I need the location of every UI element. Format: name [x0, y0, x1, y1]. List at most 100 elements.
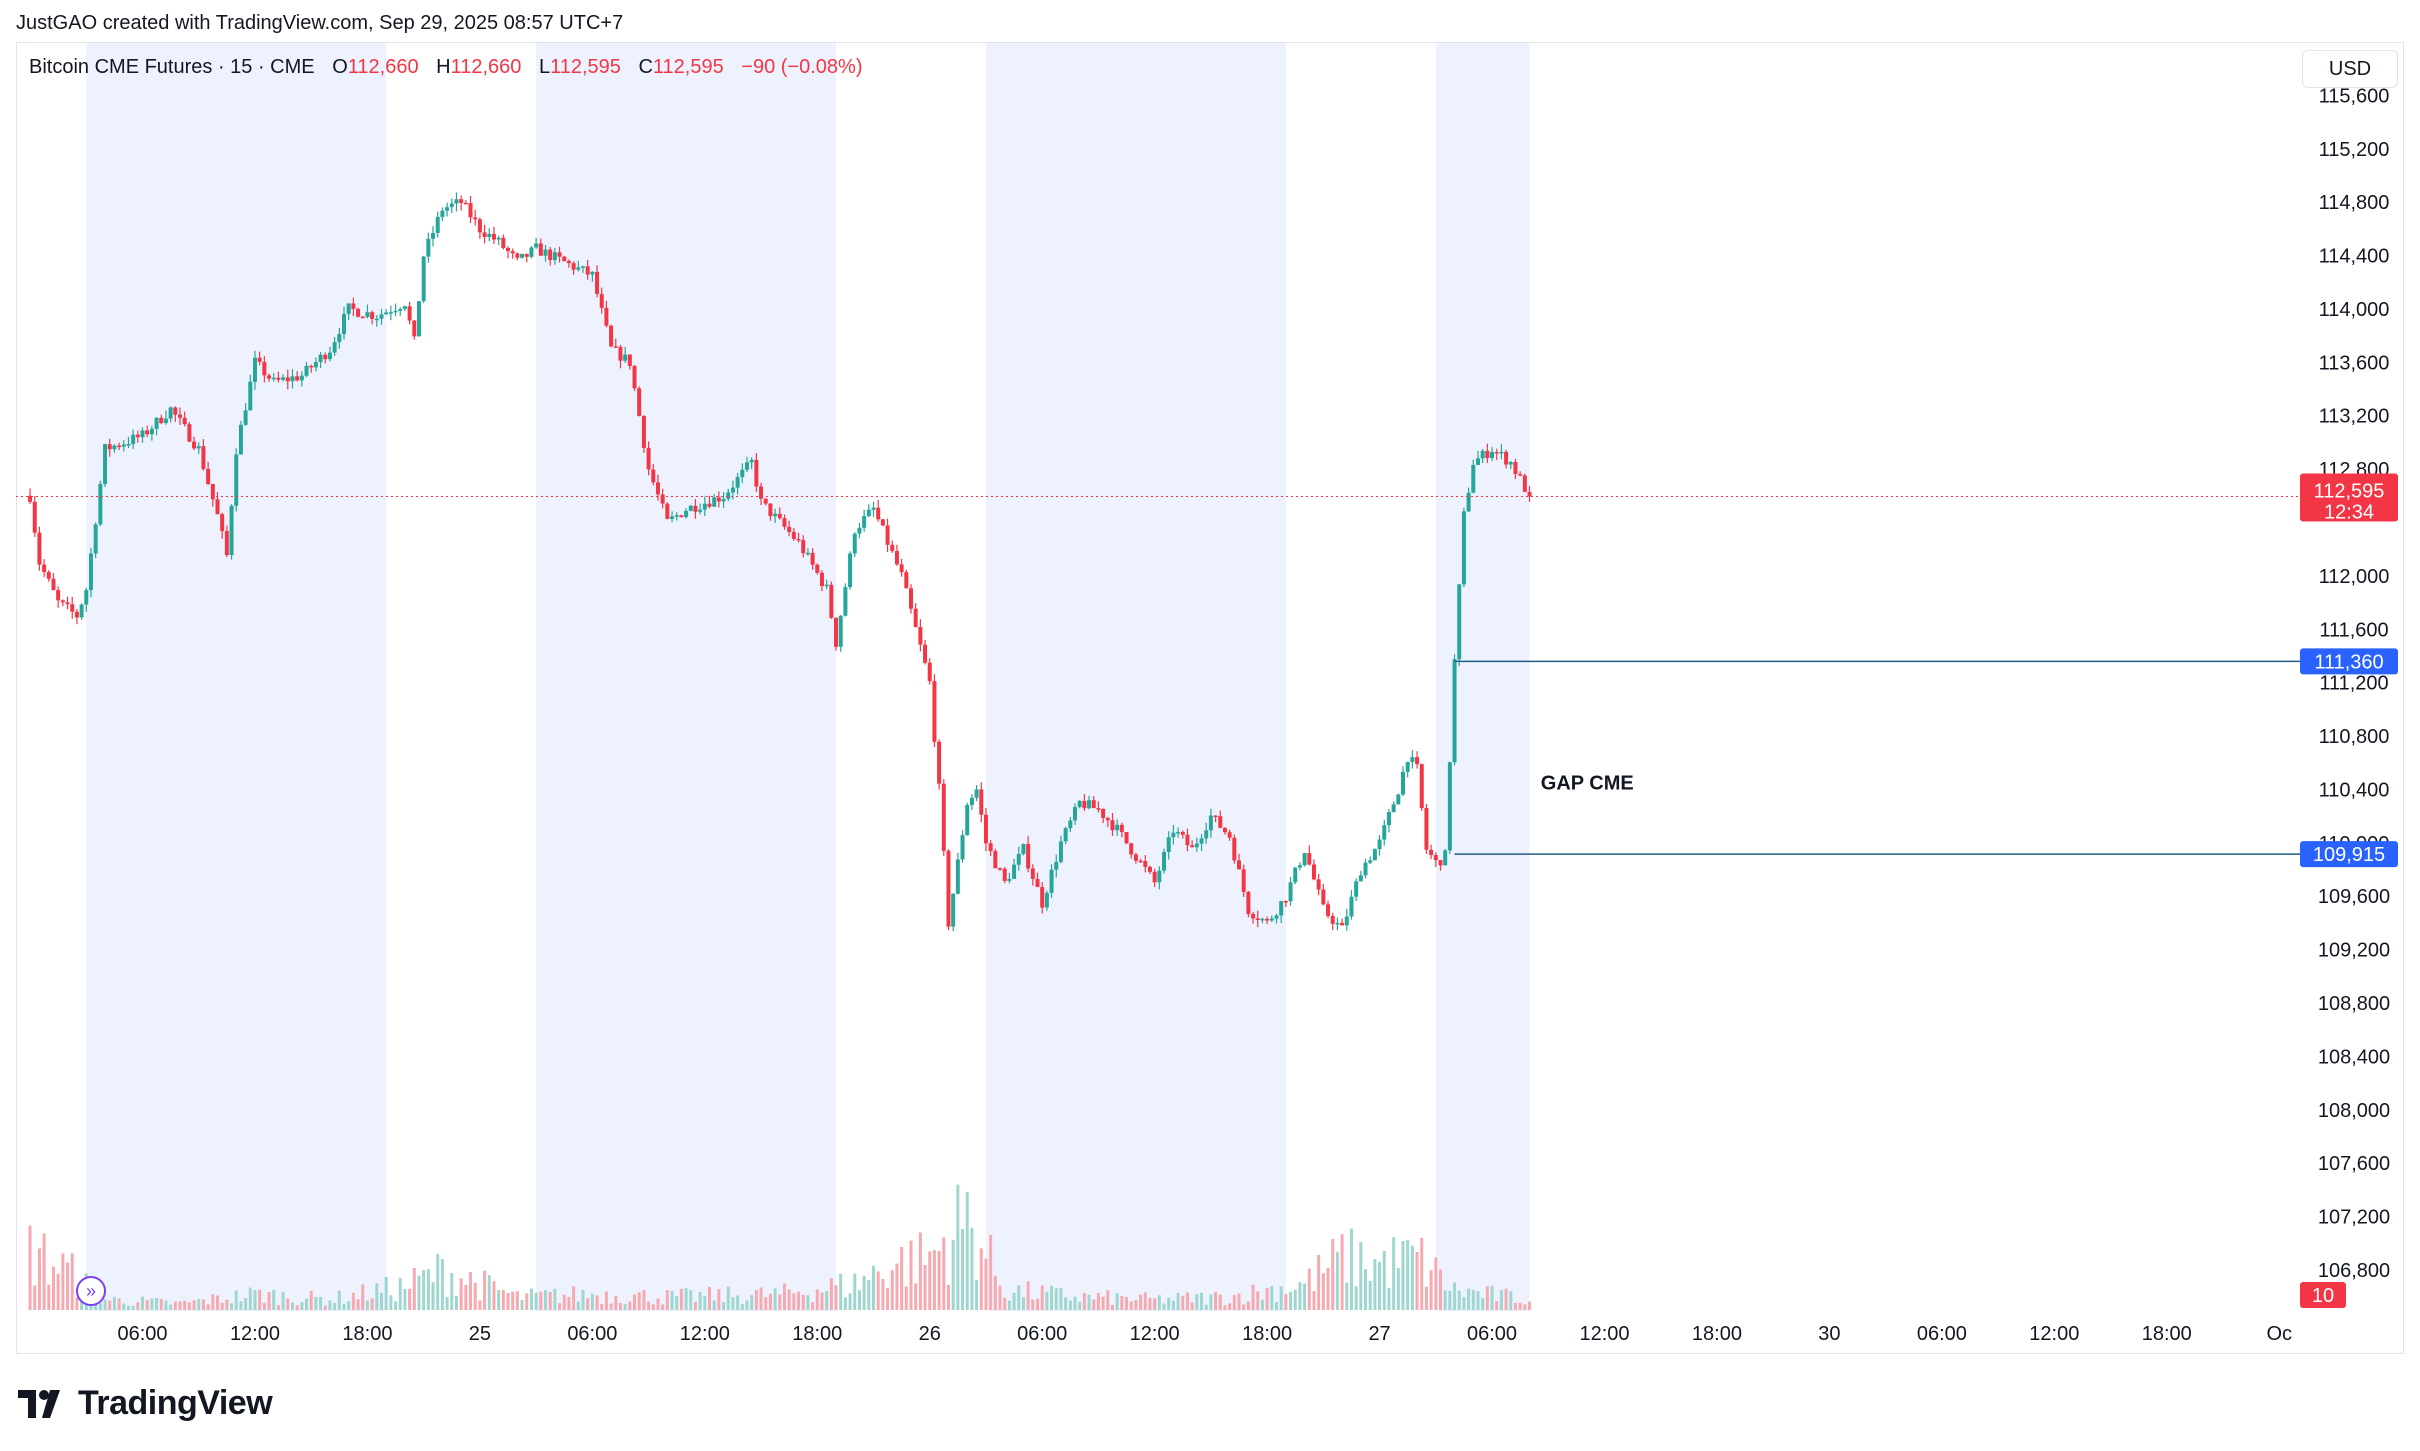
volume-bar	[333, 1303, 337, 1310]
volume-bar	[1265, 1288, 1269, 1310]
volume-bar	[211, 1294, 215, 1310]
volume-bar	[946, 1284, 950, 1310]
volume-bar	[904, 1286, 908, 1310]
candle-body	[1316, 879, 1321, 890]
tradingview-logo[interactable]: TradingView	[18, 1384, 273, 1423]
volume-bar	[412, 1267, 416, 1310]
change-value: −90 (−0.08%)	[741, 56, 863, 78]
y-tick-label: 114,000	[2319, 299, 2390, 321]
candle-body	[1082, 800, 1087, 809]
x-tick-label: Oc	[2266, 1323, 2292, 1345]
candle-body	[506, 248, 511, 252]
volume-bar	[970, 1227, 974, 1310]
candle-body	[871, 507, 876, 510]
volume-bar	[183, 1300, 187, 1310]
volume-bar	[1007, 1300, 1011, 1310]
volume-bar	[1092, 1299, 1096, 1310]
session-shade	[985, 43, 1286, 1311]
volume-bar	[192, 1300, 196, 1310]
candle-body	[787, 526, 792, 533]
volume-bar	[1509, 1291, 1513, 1310]
volume-bar	[792, 1293, 796, 1310]
candle-body	[1063, 828, 1068, 842]
candle-body	[332, 342, 337, 353]
x-tick-label: 12:00	[2029, 1323, 2079, 1345]
candle-body	[1152, 871, 1157, 883]
candle-body	[412, 320, 417, 337]
high-label: H	[436, 56, 451, 78]
volume-bar	[843, 1297, 847, 1310]
volume-bar	[1378, 1262, 1382, 1310]
candle-body	[79, 604, 84, 618]
volume-bar	[1284, 1294, 1288, 1310]
candle-body	[1077, 800, 1082, 807]
volume-bar	[103, 1299, 107, 1310]
volume-bar	[1115, 1293, 1119, 1310]
volume-bar	[862, 1275, 866, 1310]
candle-body	[918, 626, 923, 645]
candle-body	[693, 505, 698, 512]
candle-body	[252, 357, 257, 382]
candle-body	[1105, 817, 1110, 821]
y-tick-label: 109,200	[2318, 940, 2390, 962]
volume-bar	[66, 1262, 70, 1310]
volume-bar	[155, 1298, 159, 1310]
candle-body	[28, 495, 33, 502]
volume-bar	[159, 1299, 163, 1310]
candle-body	[721, 498, 726, 502]
candle-body	[1447, 762, 1452, 851]
candle-body	[281, 377, 286, 380]
candle-body	[1222, 827, 1227, 833]
volume-bar	[483, 1270, 487, 1310]
volume-bar	[782, 1283, 786, 1310]
candle-body	[1457, 584, 1462, 660]
candle-body	[398, 309, 403, 311]
candle-body	[1030, 868, 1035, 879]
candle-body	[937, 741, 942, 784]
x-tick-label: 12:00	[1130, 1323, 1180, 1345]
volume-bar	[1125, 1296, 1129, 1310]
candle-body	[735, 476, 740, 488]
volume-bar	[356, 1299, 360, 1310]
candle-body	[1049, 869, 1054, 893]
candle-body	[1246, 891, 1251, 914]
candle-body	[590, 271, 595, 275]
volume-bar	[1335, 1252, 1339, 1310]
symbol-legend[interactable]: Bitcoin CME Futures · 15 · CME O112,660 …	[29, 56, 874, 79]
volume-bar	[145, 1300, 149, 1310]
x-tick-label: 06:00	[117, 1323, 167, 1345]
candle-body	[1302, 853, 1307, 866]
candle-body	[201, 446, 206, 469]
volume-bar	[745, 1300, 749, 1310]
candle-body	[267, 375, 272, 379]
x-tick-label: 18:00	[1242, 1323, 1292, 1345]
candle-body	[496, 237, 501, 240]
symbol-label[interactable]: Bitcoin CME Futures · 15 · CME	[29, 56, 315, 78]
candle-body	[121, 444, 126, 447]
chart-frame[interactable]	[16, 42, 2404, 1354]
candle-body	[1522, 475, 1527, 492]
candle-body	[885, 525, 890, 545]
volume-bar	[1162, 1303, 1166, 1310]
currency-button[interactable]: USD	[2302, 50, 2398, 88]
candle-body	[178, 414, 183, 418]
candle-body	[655, 482, 660, 495]
candle-body	[562, 256, 567, 262]
volume-bar	[305, 1298, 309, 1310]
volume-bar	[1289, 1291, 1293, 1310]
volume-bar	[675, 1295, 679, 1310]
volume-bar	[215, 1295, 219, 1310]
volume-bar	[1134, 1300, 1138, 1310]
volume-bar	[492, 1281, 496, 1310]
volume-bar	[1059, 1287, 1063, 1310]
candle-body	[1396, 794, 1401, 805]
candle-body	[759, 486, 764, 499]
candle-body	[595, 271, 600, 294]
candle-body	[248, 381, 253, 411]
volume-bar	[1190, 1302, 1194, 1310]
candle-body	[1363, 862, 1368, 876]
go-to-realtime-icon[interactable]: »	[76, 1276, 106, 1306]
volume-bar	[961, 1228, 965, 1310]
volume-bar	[164, 1300, 168, 1310]
